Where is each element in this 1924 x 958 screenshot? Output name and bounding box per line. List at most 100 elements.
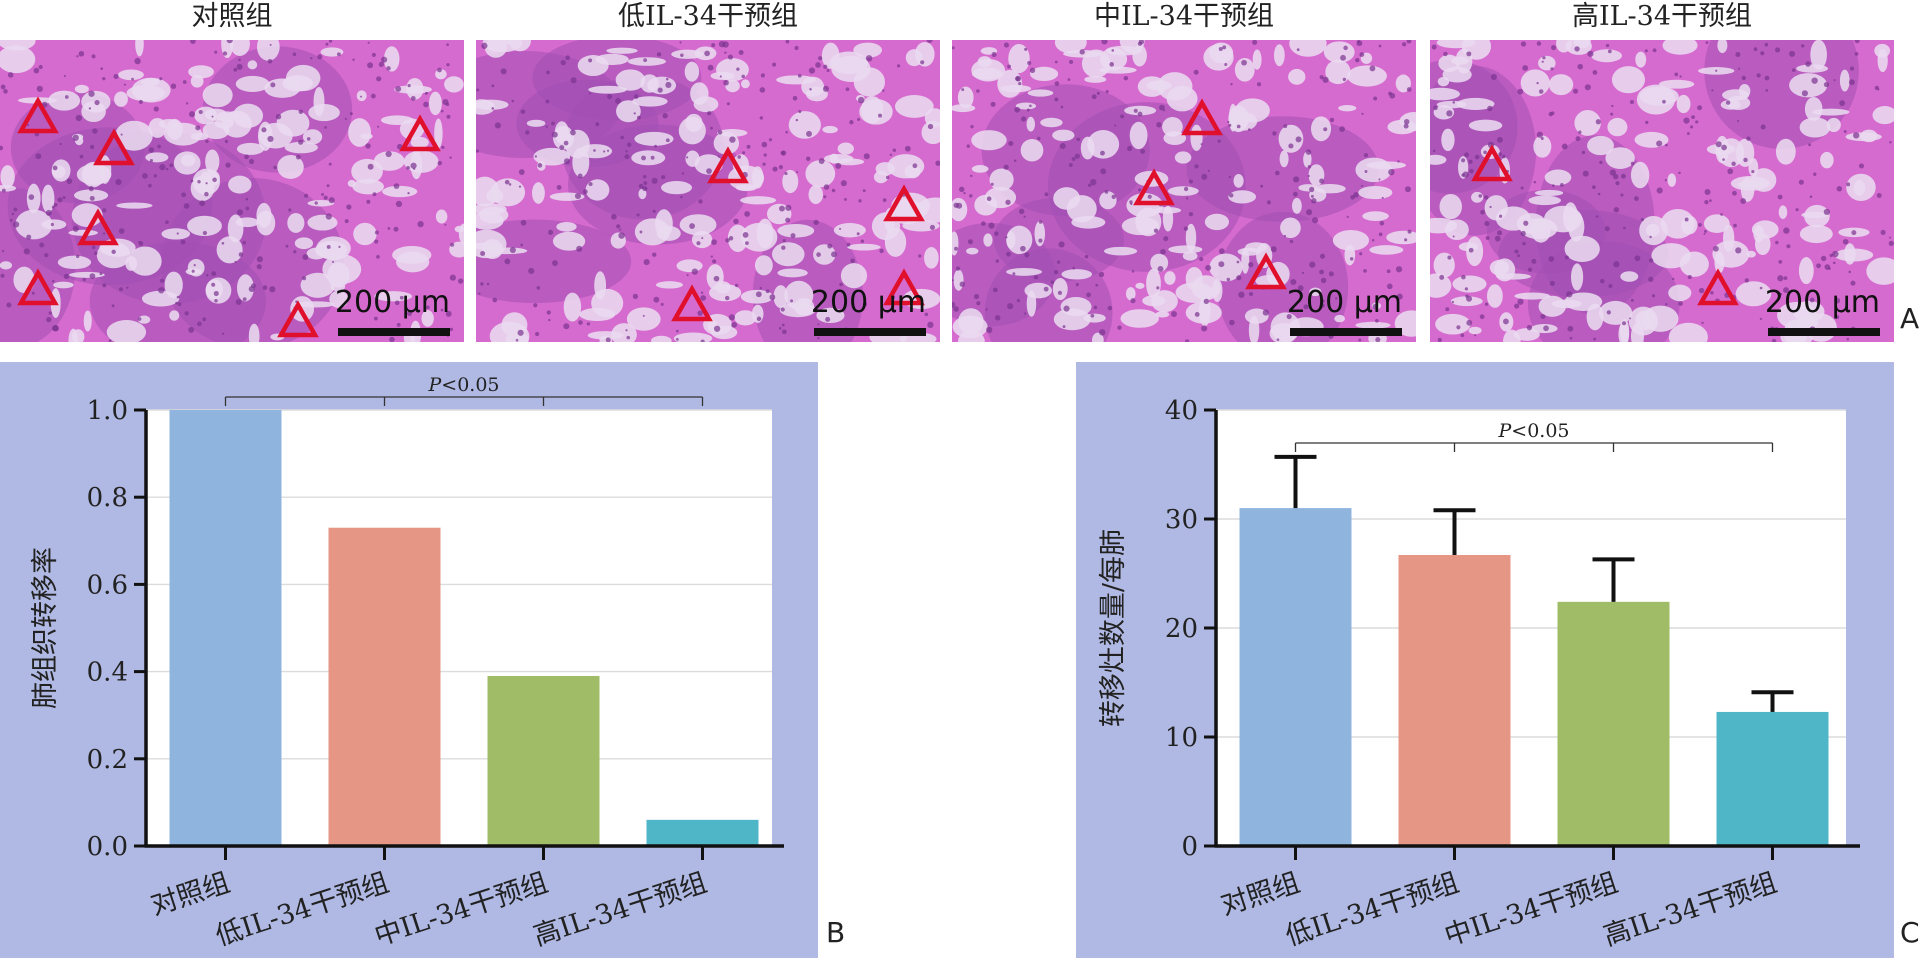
cell-nucleus [1737,67,1741,70]
cell-nucleus [1695,120,1699,124]
alveolar-space [1395,74,1411,93]
alveolar-space [478,206,509,224]
cell-nucleus [1629,99,1635,105]
cell-nucleus [511,99,515,103]
alveolar-space [347,179,356,188]
cell-nucleus [520,219,527,226]
cell-nucleus [1853,132,1860,139]
cell-nucleus [641,155,646,161]
cell-nucleus [1185,339,1190,342]
cell-nucleus [1297,285,1304,291]
cell-nucleus [190,40,196,44]
panel-a-title-mid-il34: 中IL-34干预组 [1093,1,1275,32]
cell-nucleus [736,67,740,71]
alveolar-space [734,310,757,326]
cell-nucleus [1068,162,1073,167]
alveolar-space [1060,297,1092,317]
cell-nucleus [808,67,816,74]
cell-nucleus [1705,41,1709,45]
cell-nucleus [990,182,994,186]
cell-nucleus [815,62,821,68]
cell-nucleus [158,287,165,294]
cell-nucleus [1848,79,1855,86]
cell-nucleus [1319,303,1325,308]
cell-nucleus [1016,299,1021,303]
cell-nucleus [1581,150,1586,155]
cell-nucleus [1355,58,1360,63]
cell-nucleus [182,80,187,84]
cell-nucleus [973,293,980,300]
alveolar-space [1667,173,1677,187]
cell-nucleus [176,295,180,299]
alveolar-space [1556,40,1572,53]
cell-nucleus [324,126,327,129]
cell-nucleus [1369,65,1376,72]
scale-bar-label: 200 μm [810,285,926,320]
cell-nucleus [89,195,95,201]
cell-nucleus [449,327,454,332]
cell-nucleus [1665,303,1668,306]
alveolar-space [1129,121,1148,150]
scale-bar-label: 200 μm [1764,285,1880,320]
alveolar-space [1722,89,1750,101]
cell-nucleus [797,73,802,78]
cell-nucleus [927,321,934,329]
cell-nucleus [1218,47,1223,52]
cell-nucleus [1527,267,1533,272]
cell-nucleus [1431,44,1437,50]
cell-nucleus [1199,257,1204,262]
cell-nucleus [1691,115,1695,120]
cell-nucleus [724,51,727,54]
cell-nucleus [657,87,663,93]
cell-nucleus [395,85,402,92]
cell-nucleus [504,258,511,265]
cell-nucleus [1388,168,1395,176]
cell-nucleus [927,123,934,130]
cell-nucleus [1401,42,1407,47]
cell-nucleus [1824,264,1831,270]
cell-nucleus [261,127,267,133]
alveolar-space [1387,119,1416,135]
cell-nucleus [352,58,355,62]
cell-nucleus [652,209,656,213]
cell-nucleus [1105,90,1109,94]
cell-nucleus [643,259,650,266]
micrograph-mid-il34: 200 μm [952,40,1416,342]
cell-nucleus [500,68,507,75]
alveolar-space [1087,129,1120,159]
cell-nucleus [1498,152,1502,156]
cell-nucleus [643,58,648,63]
cell-nucleus [120,133,123,136]
cell-nucleus [1514,249,1519,254]
cell-nucleus [1262,309,1269,316]
cell-nucleus [1720,213,1723,216]
cell-nucleus [450,242,455,247]
alveolar-space [202,83,233,108]
alveolar-space [782,169,799,194]
cell-nucleus [1648,258,1654,263]
cell-nucleus [1759,317,1763,321]
cell-nucleus [1550,111,1555,116]
cell-nucleus [1433,105,1438,111]
cell-nucleus [1533,180,1537,184]
cell-nucleus [137,317,142,321]
cell-nucleus [818,56,823,61]
alveolar-space [508,40,531,52]
cell-nucleus [576,245,583,252]
alveolar-space [1804,204,1830,228]
cell-nucleus [188,111,196,118]
cell-nucleus [686,273,689,277]
alveolar-space [1083,313,1106,323]
alveolar-space [859,98,893,125]
cell-nucleus [761,141,768,148]
alveolar-space [1620,271,1639,282]
alveolar-space [626,307,661,331]
cell-nucleus [251,283,256,289]
cell-nucleus [860,239,865,243]
cell-nucleus [1520,186,1524,190]
cell-nucleus [1358,338,1362,342]
metastasis-marker-icon [671,284,713,322]
cell-nucleus [700,291,704,295]
cell-nucleus [1058,241,1065,248]
cell-nucleus [288,208,292,212]
